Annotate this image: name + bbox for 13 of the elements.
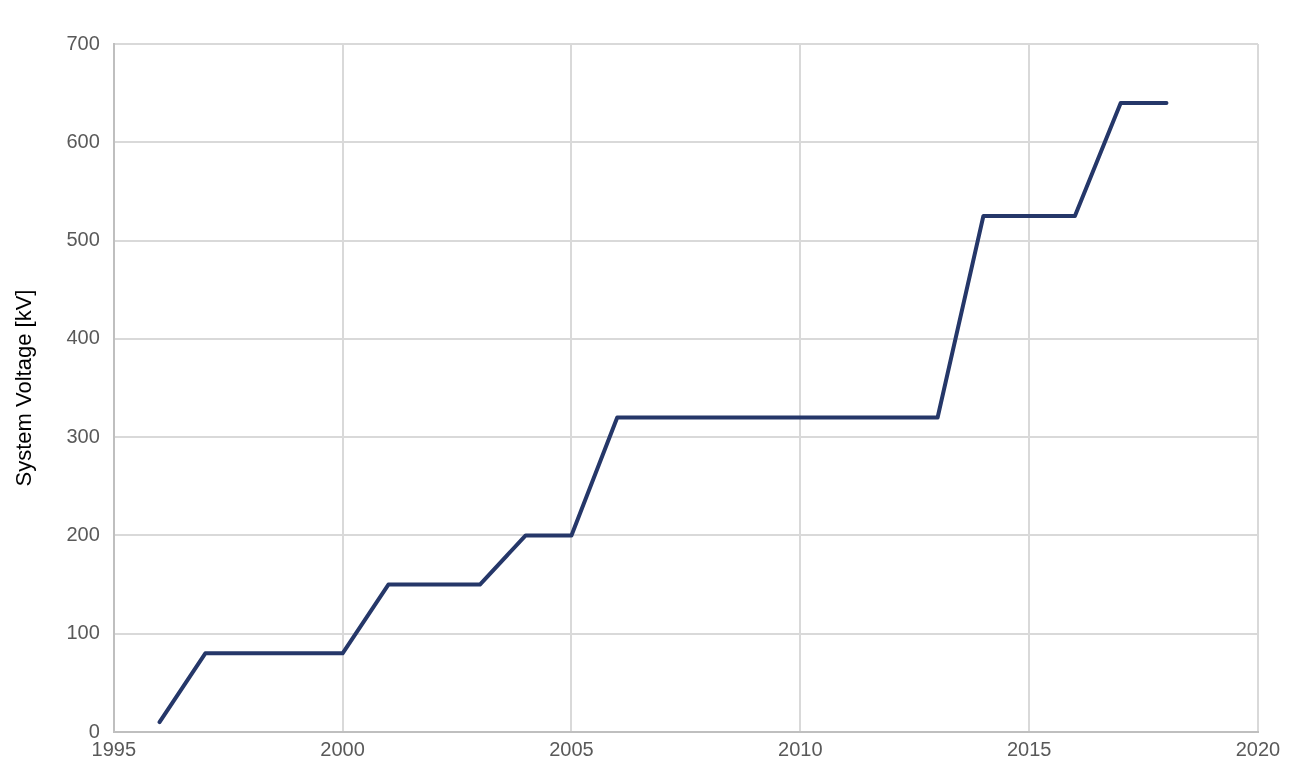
y-tick-label: 700	[66, 31, 100, 54]
x-tick-label: 2015	[1006, 737, 1052, 760]
x-tick-label: 2000	[320, 737, 365, 760]
x-tick-label: 2005	[549, 737, 594, 760]
y-tick-label: 100	[66, 621, 100, 644]
y-tick-label: 300	[66, 424, 100, 447]
x-tick-label: 2020	[1235, 737, 1281, 760]
y-tick-label: 400	[66, 326, 100, 349]
y-axis-title: System Voltage [kV]	[11, 289, 37, 487]
x-tick-label: 2010	[778, 737, 823, 760]
y-tick-label: 600	[66, 129, 100, 152]
y-tick-label: 500	[66, 228, 100, 251]
y-tick-label: 200	[66, 522, 100, 545]
